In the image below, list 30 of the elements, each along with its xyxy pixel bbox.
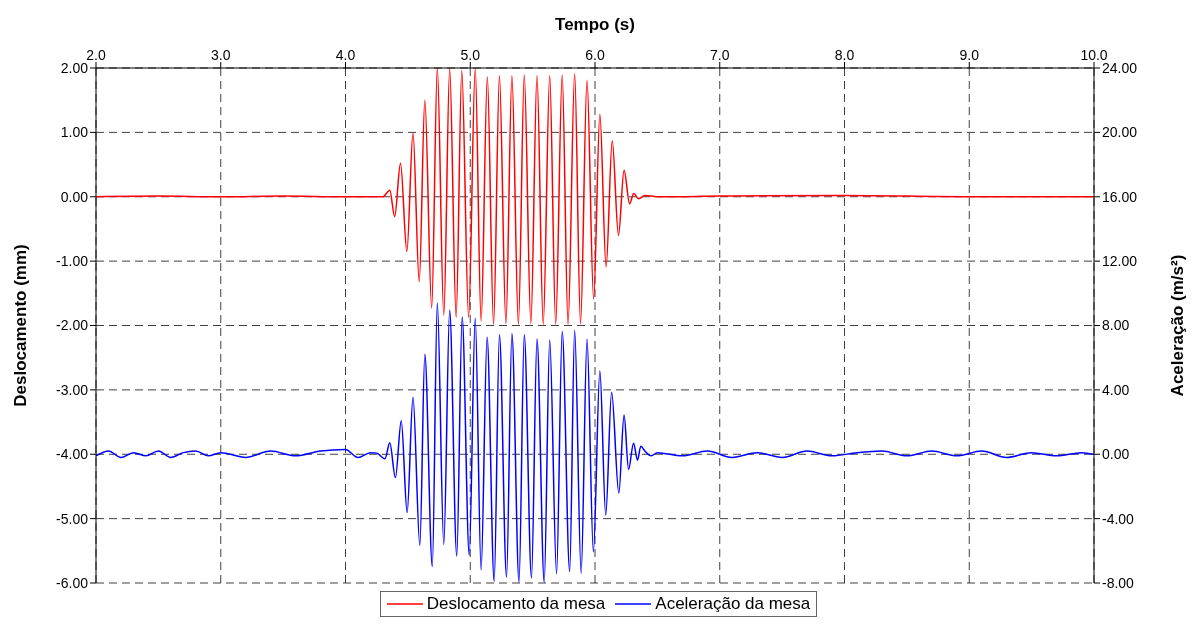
- y-axis-title: Deslocamento (mm): [11, 244, 31, 407]
- legend-label: Deslocamento da mesa: [426, 594, 606, 614]
- y2-tick-label: -4.00: [1102, 510, 1135, 527]
- y2-tick-label: 0.00: [1102, 446, 1130, 463]
- y2-tick-label: 4.00: [1102, 381, 1130, 398]
- x-tick-label: 2.0: [86, 47, 106, 63]
- y2-tick-label: 8.00: [1102, 317, 1130, 334]
- y-tick-label: -1.00: [56, 253, 89, 270]
- y-tick-label: -5.00: [56, 510, 89, 527]
- y-tick-label: -2.00: [56, 317, 89, 334]
- x-tick-label: 3.0: [211, 47, 231, 63]
- legend-label: Aceleração da mesa: [655, 594, 811, 614]
- x-tick-label: 7.0: [710, 47, 730, 63]
- y-tick-label: -4.00: [56, 446, 89, 463]
- y2-axis-title: Aceleração (m/s²): [1168, 254, 1188, 397]
- y-tick-label: 1.00: [60, 124, 89, 141]
- y-tick-label: -3.00: [56, 381, 89, 398]
- y2-tick-label: 20.00: [1102, 124, 1138, 141]
- x-axis-title: Tempo (s): [555, 15, 635, 35]
- y2-tick-label: 16.00: [1102, 188, 1138, 205]
- x-tick-label: 6.0: [585, 47, 605, 63]
- x-tick-label: 4.0: [335, 47, 356, 63]
- x-tick-label: 5.0: [460, 47, 481, 63]
- x-tick-label: 9.0: [959, 47, 980, 63]
- y2-tick-label: -8.00: [1102, 574, 1135, 591]
- y-tick-label: 2.00: [60, 59, 89, 76]
- y2-tick-label: 12.00: [1102, 253, 1138, 270]
- y-tick-label: -6.00: [56, 574, 89, 591]
- x-tick-label: 8.0: [834, 47, 855, 63]
- y-tick-label: 0.00: [60, 188, 89, 205]
